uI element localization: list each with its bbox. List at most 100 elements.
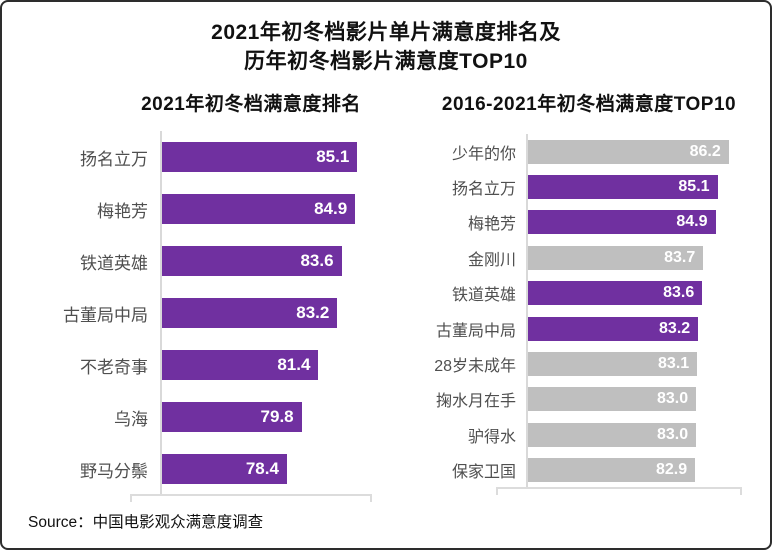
chart-row: 金刚川 83.7: [390, 240, 742, 276]
bar: 84.9: [528, 210, 716, 235]
axis-baseline: [496, 486, 742, 495]
bar-area: 83.2: [160, 287, 372, 339]
category-label: 掬水月在手: [435, 393, 516, 411]
bar-value-label: 85.1: [678, 178, 710, 196]
bar-area: 81.4: [160, 339, 372, 391]
bar-value-label: 83.7: [664, 248, 696, 266]
chart-top10-bars: 少年的你 86.2 扬名立万 85.1 梅艳芳 84.9 金刚川 83.7 铁道英雄 83.6 古董…: [390, 134, 742, 495]
chart-row: 掬水月在手 83.0: [390, 381, 742, 418]
chart-row: 保家卫国 82.9: [390, 452, 742, 488]
category-label: 野马分鬃: [80, 461, 148, 481]
chart-title-top10: 2016-2021年初冬档满意度TOP10: [441, 94, 737, 115]
category-label: 扬名立万: [451, 181, 516, 199]
bar-value-label: 78.4: [245, 459, 279, 478]
category-label: 古董局中局: [435, 322, 516, 340]
page-title-line-2: 历年初冬档影片满意度TOP10: [244, 50, 528, 73]
bar: 86.2: [528, 139, 729, 164]
category-label: 梅艳芳: [97, 201, 148, 221]
bar-area: 83.0: [526, 417, 742, 453]
source-label: Source：: [28, 514, 93, 531]
chart-panel-2021-ranking: 2021年初冬档满意度排名 扬名立万 85.1 梅艳芳 84.9 铁道英雄 83.6 古董局…: [2, 93, 386, 502]
chart-row: 铁道英雄 83.6: [390, 275, 742, 311]
bar-area: 83.6: [526, 275, 742, 311]
chart-panel-top10: 2016-2021年初冬档满意度TOP10 少年的你 86.2 扬名立万 85.1 梅艳…: [386, 93, 770, 495]
chart-row: 梅艳芳 84.9: [390, 204, 742, 241]
chart-2021-ranking-bars: 扬名立万 85.1 梅艳芳 84.9 铁道英雄 83.6 古董局中局 83.2 不老奇事 81.4…: [20, 131, 372, 502]
bar-area: 83.6: [160, 235, 372, 287]
bar-area: 83.7: [526, 240, 742, 276]
bar-value-label: 83.6: [300, 251, 334, 270]
category-label: 金刚川: [467, 251, 516, 269]
bar-value-label: 85.1: [316, 147, 350, 166]
bar-area: 83.1: [526, 346, 742, 382]
category-label: 保家卫国: [451, 464, 516, 482]
chart-row: 铁道英雄 83.6: [20, 235, 372, 287]
bar-value-label: 84.9: [314, 199, 348, 218]
bar: 83.2: [528, 316, 699, 341]
chart-row: 古董局中局 83.2: [390, 310, 742, 347]
bar-value-label: 79.8: [260, 407, 294, 426]
bar: 83.7: [528, 245, 704, 270]
chart-row: 28岁未成年 83.1: [390, 346, 742, 382]
bar-area: 78.4: [160, 443, 372, 495]
source-note: Source：中国电影观众满意度调查: [28, 510, 263, 532]
bar-area: 79.8: [160, 391, 372, 443]
category-label: 古董局中局: [63, 305, 148, 325]
bar-value-label: 83.1: [658, 355, 690, 373]
bar: 83.1: [528, 352, 698, 377]
category-label: 铁道英雄: [451, 287, 516, 305]
bar-value-label: 81.4: [277, 355, 311, 374]
chart-title-2021-ranking: 2021年初冬档满意度排名: [141, 94, 361, 115]
charts-row: 2021年初冬档满意度排名 扬名立万 85.1 梅艳芳 84.9 铁道英雄 83.6 古董局…: [2, 93, 770, 502]
bar: 83.6: [162, 246, 342, 276]
chart-row: 古董局中局 83.2: [20, 287, 372, 339]
axis-baseline: [130, 494, 372, 502]
bar-area: 83.2: [526, 310, 742, 347]
bar: 83.6: [528, 281, 703, 306]
bar-value-label: 83.0: [657, 390, 689, 408]
category-label: 扬名立万: [80, 149, 148, 169]
category-label: 铁道英雄: [80, 253, 148, 273]
category-label: 28岁未成年: [434, 358, 516, 376]
bar-value-label: 82.9: [655, 461, 688, 479]
bar-area: 83.0: [526, 381, 742, 418]
bar-area: 84.9: [160, 183, 372, 235]
bar-value-label: 86.2: [689, 142, 721, 160]
chart-row: 乌海 79.8: [20, 391, 372, 443]
category-label: 乌海: [114, 409, 148, 429]
bar: 78.4: [162, 454, 287, 484]
chart-row: 少年的你 86.2: [390, 134, 742, 170]
bar: 83.2: [162, 298, 338, 328]
bar: 84.9: [162, 194, 356, 224]
chart-row: 梅艳芳 84.9: [20, 183, 372, 235]
bar: 82.9: [528, 458, 696, 483]
category-label: 少年的你: [451, 145, 516, 163]
category-label: 驴得水: [467, 428, 516, 446]
bar-area: 85.1: [160, 131, 372, 183]
bar: 83.0: [528, 387, 697, 412]
page-title: 2021年初冬档影片单片满意度排名及 历年初冬档影片满意度TOP10: [2, 18, 770, 76]
chart-row: 不老奇事 81.4: [20, 339, 372, 391]
chart-row: 驴得水 83.0: [390, 417, 742, 453]
bar: 79.8: [162, 402, 302, 432]
chart-row: 扬名立万 85.1: [20, 131, 372, 183]
bar-value-label: 83.2: [296, 303, 330, 322]
bar: 83.0: [528, 422, 697, 447]
bar: 85.1: [528, 175, 718, 200]
chart-row: 扬名立万 85.1: [390, 169, 742, 205]
bar-area: 82.9: [526, 452, 742, 488]
category-label: 不老奇事: [80, 357, 148, 377]
bar-area: 85.1: [526, 169, 742, 205]
bar-value-label: 83.0: [657, 425, 689, 443]
bar: 85.1: [162, 142, 358, 172]
bar-area: 84.9: [526, 204, 742, 241]
category-label: 梅艳芳: [467, 216, 516, 234]
page-title-line-1: 2021年初冬档影片单片满意度排名及: [211, 21, 561, 44]
bar-value-label: 84.9: [676, 213, 708, 231]
bar-area: 86.2: [526, 134, 742, 170]
bar-value-label: 83.2: [659, 319, 691, 337]
chart-row: 野马分鬃 78.4: [20, 443, 372, 495]
bar: 81.4: [162, 350, 319, 380]
source-text: 中国电影观众满意度调查: [92, 514, 264, 531]
